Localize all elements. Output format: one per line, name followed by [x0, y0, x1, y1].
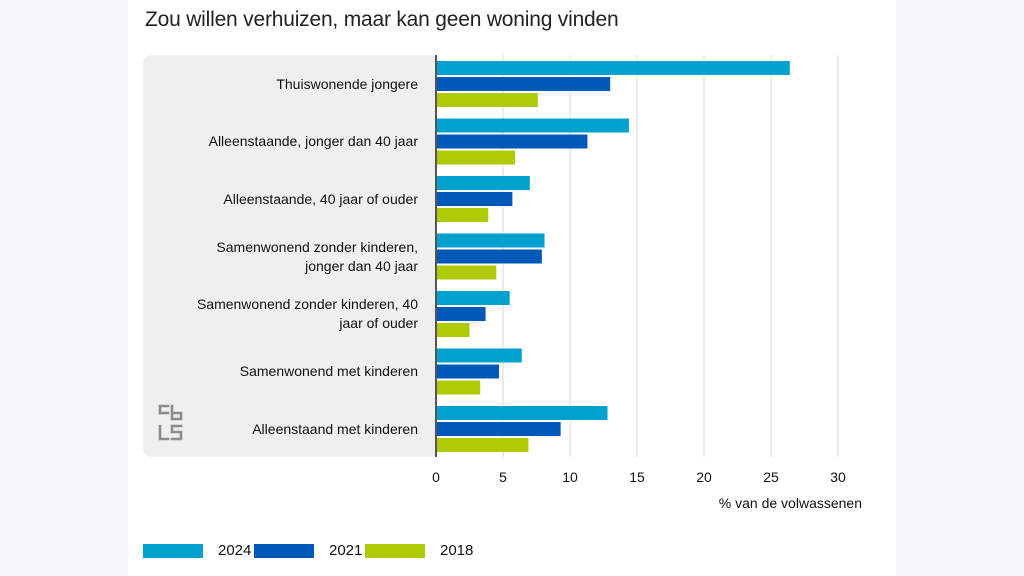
category-label-line: Alleenstaand met kinderen	[252, 420, 418, 437]
bar-2021-3	[436, 192, 513, 206]
category-label-line: Alleenstaande, jonger dan 40 jaar	[208, 133, 418, 149]
bar-2024-3	[436, 176, 530, 190]
bar-2018-5	[436, 323, 470, 337]
category-label-line: Samenwonend zonder kinderen,	[216, 238, 418, 255]
legend-label: 2024	[218, 542, 252, 559]
bar-2024-7	[436, 406, 608, 420]
category-label-2: Alleenstaande, jonger dan 40 jaar	[158, 132, 418, 151]
chart-title: Zou willen verhuizen, maar kan geen woni…	[145, 8, 619, 31]
category-label-line: Alleenstaande, 40 jaar of ouder	[223, 190, 418, 207]
category-label-7: Alleenstaand met kinderen	[158, 420, 418, 439]
x-tick-label-30: 30	[830, 469, 846, 485]
category-label-4: Samenwonend zonder kinderen, jonger dan 4…	[158, 238, 418, 276]
bar-2021-1	[436, 77, 611, 91]
bar-2021-7	[436, 422, 561, 436]
bar-2024-2	[436, 118, 629, 133]
legend-label: 2021	[329, 542, 363, 559]
x-tick-label-25: 25	[763, 469, 779, 485]
bar-2018-6	[436, 380, 481, 395]
category-label-panel	[143, 55, 436, 457]
category-label-1: Thuiswonende jongere	[158, 75, 418, 94]
bar-2021-4	[436, 249, 542, 264]
category-label-3: Alleenstaande, 40 jaar of ouder	[158, 190, 418, 209]
legend-label: 2018	[440, 542, 474, 559]
legend-swatch	[254, 544, 314, 558]
bar-2024-4	[436, 233, 545, 248]
category-label-line: Samenwonend met kinderen	[239, 363, 418, 379]
bar-2024-6	[436, 348, 522, 363]
bar-2018-1	[436, 93, 538, 107]
x-tick-label-10: 10	[562, 469, 578, 485]
bar-2024-5	[436, 291, 510, 305]
bar-2021-6	[436, 364, 499, 379]
category-label-line: jonger dan 40 jaar	[305, 257, 418, 274]
bar-2021-2	[436, 134, 588, 149]
bar-2018-3	[436, 208, 489, 222]
bar-2021-5	[436, 307, 486, 321]
x-tick-label-5: 5	[499, 469, 507, 485]
category-label-line: Thuiswonende jongere	[276, 75, 418, 92]
x-tick-label-15: 15	[629, 469, 645, 485]
category-label-line: Samenwonend zonder kinderen, 40	[196, 296, 418, 312]
category-label-line: jaar of ouder	[339, 315, 418, 331]
x-tick-label-0: 0	[432, 469, 440, 485]
category-label-6: Samenwonend met kinderen	[158, 362, 418, 381]
legend-swatch	[143, 544, 203, 558]
bar-2018-7	[436, 438, 529, 452]
bar-2018-2	[436, 150, 516, 165]
x-tick-label-20: 20	[696, 469, 712, 485]
bar-2018-4	[436, 265, 497, 280]
bar-2024-1	[436, 61, 790, 75]
legend-swatch	[365, 544, 425, 558]
x-axis-title: % van de volwassenen	[719, 495, 862, 511]
category-label-5: Samenwonend zonder kinderen, 40 jaar of o…	[158, 295, 418, 333]
